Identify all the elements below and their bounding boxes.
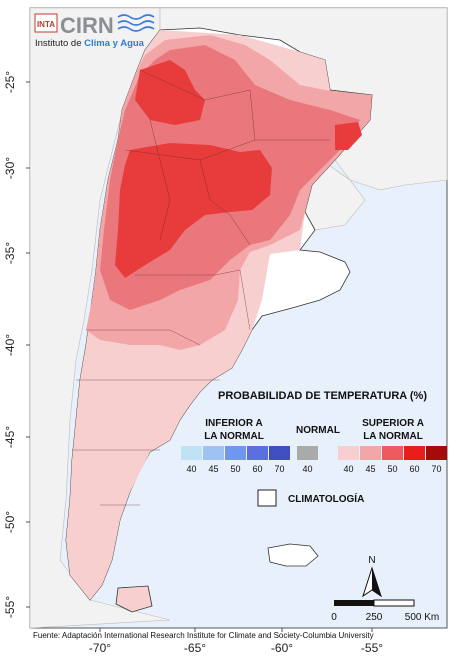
legend-upper-value: 40 xyxy=(343,464,353,474)
legend-lower-label: INFERIOR A xyxy=(205,418,262,429)
lon-label: -70° xyxy=(89,641,111,655)
lat-label: -45° xyxy=(3,426,17,448)
legend-upper-swatch xyxy=(360,446,381,460)
zone-p60-north xyxy=(135,60,205,125)
scale-label: 0 xyxy=(331,612,337,623)
scale-bar: 0 250 500 Km xyxy=(331,599,439,623)
zone-p60-central xyxy=(115,143,272,278)
source-note: Fuente: Adaptación International Researc… xyxy=(33,631,374,640)
legend-normal-value: 40 xyxy=(302,464,312,474)
lat-label: -30° xyxy=(3,157,17,179)
legend-lower-value: 40 xyxy=(186,464,196,474)
logo-subtitle: Instituto de Clima y Agua xyxy=(35,38,145,49)
wave-icon xyxy=(117,14,155,32)
scale-label: 250 xyxy=(366,612,383,623)
cirn-logo-text: CIRN xyxy=(60,13,114,38)
axis-ticks xyxy=(26,81,373,632)
lat-label: -40° xyxy=(3,334,17,356)
legend-lower-value: 60 xyxy=(252,464,262,474)
legend-lower-swatches: 40 45 50 60 70 xyxy=(181,446,290,474)
north-label: N xyxy=(368,555,375,566)
legend-lower-swatch xyxy=(225,446,246,460)
legend-lower-swatch xyxy=(247,446,268,460)
legend-lower-swatch xyxy=(203,446,224,460)
lat-label: -25° xyxy=(3,71,17,93)
north-arrow-icon: N xyxy=(362,555,382,598)
tierra-del-fuego xyxy=(115,585,153,613)
lat-label: -55° xyxy=(3,596,17,618)
legend-upper-label: SUPERIOR A xyxy=(362,418,424,429)
legend-lower-swatch xyxy=(269,446,290,460)
climatology-swatch xyxy=(257,489,277,507)
inta-logo-box xyxy=(34,13,58,33)
malvinas-islands xyxy=(267,543,319,567)
inta-logo-text: INTA xyxy=(37,20,55,29)
legend-upper-value: 60 xyxy=(409,464,419,474)
legend-lower-value: 45 xyxy=(208,464,218,474)
legend-normal-swatch xyxy=(297,446,318,460)
zone-p60-east xyxy=(335,122,362,150)
legend-upper-swatch xyxy=(338,446,359,460)
climatology-label: CLIMATOLOGÍA xyxy=(288,492,364,505)
legend-upper-swatches: 40 45 50 60 70 xyxy=(338,446,447,474)
legend-upper-swatch xyxy=(382,446,403,460)
cirn-logo: INTA CIRN Instituto de Clima y Agua xyxy=(34,13,155,49)
legend-lower-label: LA NORMAL xyxy=(204,431,264,442)
province-boundaries xyxy=(72,69,330,506)
legend-lower-swatch xyxy=(181,446,202,460)
lat-label: -35° xyxy=(3,242,17,264)
lat-label: -50° xyxy=(3,511,17,533)
legend-upper-value: 45 xyxy=(365,464,375,474)
legend-upper-value: 70 xyxy=(431,464,441,474)
lon-label: -60° xyxy=(271,641,293,655)
lon-label: -55° xyxy=(361,641,383,655)
legend-upper-label: LA NORMAL xyxy=(363,431,423,442)
legend-upper-value: 50 xyxy=(387,464,397,474)
scale-label: 500 Km xyxy=(405,612,439,623)
lon-label: -65° xyxy=(184,641,206,655)
legend-lower-value: 50 xyxy=(230,464,240,474)
legend-normal-swatch: 40 xyxy=(297,446,318,474)
legend-normal-label: NORMAL xyxy=(296,425,340,436)
legend-lower-value: 70 xyxy=(274,464,284,474)
legend-upper-swatch xyxy=(404,446,425,460)
legend-title: PROBABILIDAD DE TEMPERATURA (%) xyxy=(218,390,427,402)
legend-upper-swatch xyxy=(426,446,447,460)
